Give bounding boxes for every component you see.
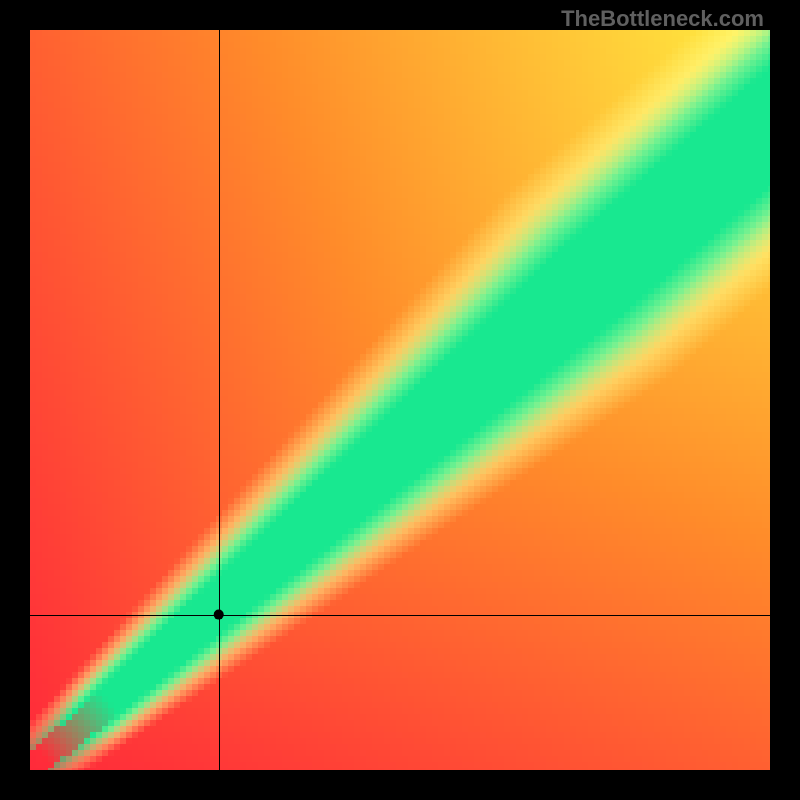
heatmap-plot	[30, 30, 770, 770]
watermark-text: TheBottleneck.com	[561, 6, 764, 32]
heatmap-canvas	[30, 30, 770, 770]
